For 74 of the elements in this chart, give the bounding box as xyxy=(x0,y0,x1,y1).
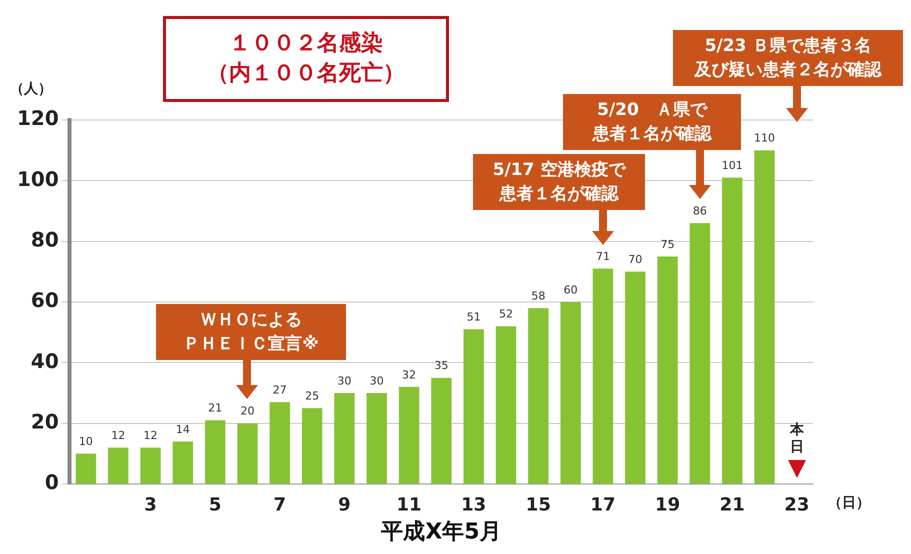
bar xyxy=(690,223,710,484)
text: （日） xyxy=(828,494,870,512)
y-tick-label: 20 xyxy=(30,410,59,434)
bar xyxy=(560,302,581,484)
data-label: 25 xyxy=(305,390,320,403)
bar xyxy=(270,402,290,484)
bar xyxy=(528,308,548,484)
x-tick-label: 9 xyxy=(338,494,351,516)
bar xyxy=(754,150,775,484)
data-label: 32 xyxy=(402,368,416,382)
y-tick-label: 0 xyxy=(44,470,59,494)
data-label: 101 xyxy=(722,158,743,172)
annotation: 本日 xyxy=(788,422,805,456)
data-label: 10 xyxy=(78,435,93,448)
data-label: 21 xyxy=(208,402,222,415)
data-label: 75 xyxy=(660,238,675,251)
data-label: 35 xyxy=(434,359,448,372)
data-label: 60 xyxy=(564,283,578,296)
annotation: 5/17 空港検疫で患者１名が確認 xyxy=(492,159,628,206)
annotation: ＷＨＯによるＰＨＥＩＣ宣言※ xyxy=(182,309,320,356)
data-label: 110 xyxy=(754,132,776,145)
y-tick-label: 120 xyxy=(17,106,59,130)
callout-box: 5/17 空港検疫で患者１名が確認 xyxy=(473,154,645,210)
x-axis-title: 平成X年5月 xyxy=(380,520,502,545)
x-tick-label: 7 xyxy=(274,494,286,516)
bar xyxy=(625,272,646,484)
data-label: 86 xyxy=(692,204,707,218)
data-label: 12 xyxy=(144,428,158,442)
bar xyxy=(302,408,322,484)
data-label: 51 xyxy=(466,310,481,324)
y-axis-title: （人） xyxy=(10,80,52,98)
bar xyxy=(334,393,355,484)
data-label: 20 xyxy=(240,404,254,418)
bar xyxy=(398,386,420,484)
data-label: 71 xyxy=(596,250,610,263)
bar xyxy=(592,268,614,484)
y-tick-label: 60 xyxy=(30,288,59,312)
data-label: 14 xyxy=(176,422,190,436)
x-tick-label: 21 xyxy=(720,494,745,516)
bar xyxy=(496,326,516,484)
callout-box: ＷＨＯによるＰＨＥＩＣ宣言※ xyxy=(156,304,346,360)
x-tick-label: 15 xyxy=(526,494,551,516)
x-tick-label: 17 xyxy=(590,494,616,516)
x-tick-label: 19 xyxy=(655,494,680,516)
bar xyxy=(722,178,742,484)
y-tick-label: 40 xyxy=(30,348,59,373)
data-label: 30 xyxy=(337,374,352,388)
data-label: 27 xyxy=(272,383,287,396)
bar xyxy=(204,420,226,484)
bar xyxy=(237,423,258,484)
x-tick-label: 11 xyxy=(396,494,422,516)
x-tick-label: 23 xyxy=(784,494,810,516)
annotation: 5/20 Ａ県で患者１名が確認 xyxy=(591,99,713,146)
bar xyxy=(657,256,678,484)
data-label: 12 xyxy=(111,428,126,442)
bar xyxy=(76,454,96,484)
bar xyxy=(464,329,484,484)
x-tick-label: 13 xyxy=(461,494,486,516)
bar xyxy=(108,448,128,484)
y-tick-label: 80 xyxy=(30,228,59,252)
x-tick-label: 5 xyxy=(208,494,222,516)
callout-box: 5/20 Ａ県で患者１名が確認 xyxy=(563,94,741,150)
data-label: 52 xyxy=(499,308,514,321)
y-tick-label: 100 xyxy=(17,166,59,191)
data-label: 70 xyxy=(628,253,642,266)
data-label: 30 xyxy=(370,374,384,388)
data-label: 58 xyxy=(531,289,546,302)
bar xyxy=(172,442,194,484)
text: １００２名感染（内１００名死亡） xyxy=(206,30,406,88)
bar xyxy=(140,448,161,484)
bar xyxy=(366,393,387,484)
callout-box: 5/23 Ｂ県で患者３名及び疑い患者２名が確認 xyxy=(673,30,903,86)
x-tick-label: 3 xyxy=(144,494,157,516)
bar xyxy=(431,378,452,484)
